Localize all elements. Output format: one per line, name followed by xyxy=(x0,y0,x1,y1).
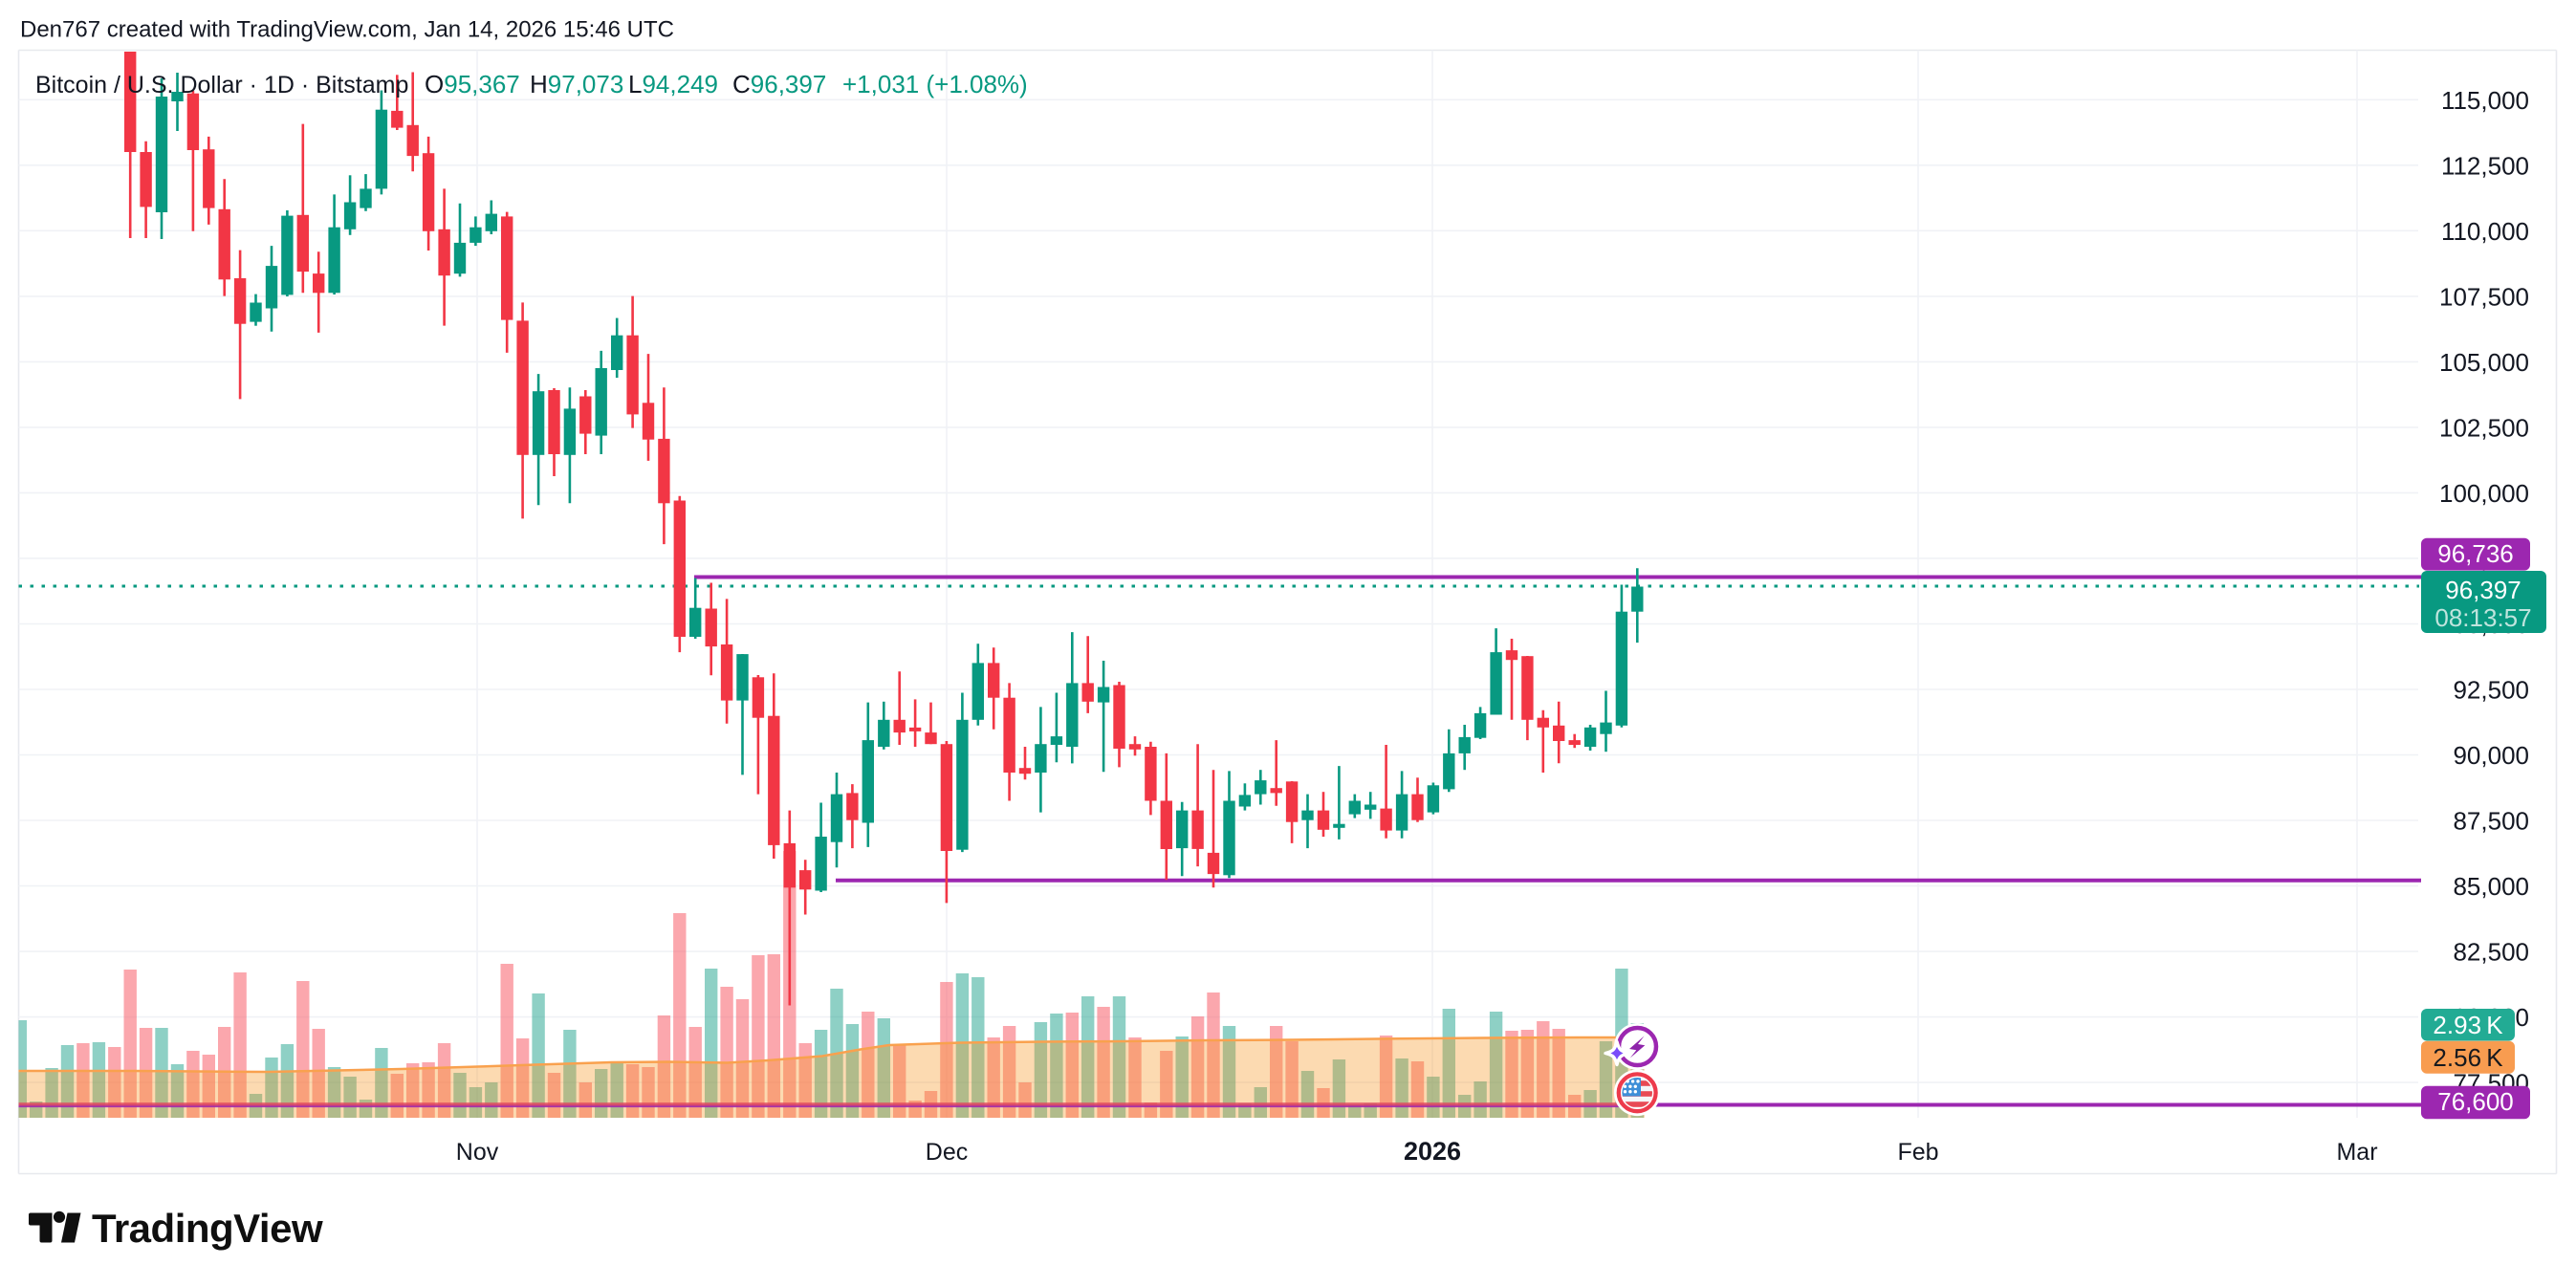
svg-text:87,500: 87,500 xyxy=(2453,807,2529,836)
svg-text:Dec: Dec xyxy=(926,1139,968,1166)
svg-text:O95,367: O95,367 xyxy=(425,70,520,98)
svg-text:2026: 2026 xyxy=(1404,1137,1461,1166)
svg-text:+1,031 (+1.08%): +1,031 (+1.08%) xyxy=(842,70,1028,98)
svg-text:2.56 K: 2.56 K xyxy=(2433,1043,2503,1072)
svg-text:76,600: 76,600 xyxy=(2437,1087,2514,1116)
svg-text:112,500: 112,500 xyxy=(2441,151,2529,180)
svg-text:96,736: 96,736 xyxy=(2437,539,2514,568)
svg-text:105,000: 105,000 xyxy=(2439,348,2529,377)
svg-text:85,000: 85,000 xyxy=(2453,872,2529,901)
svg-text:H97,073: H97,073 xyxy=(530,70,623,98)
svg-text:TradingView: TradingView xyxy=(92,1206,323,1251)
svg-text:2.93 K: 2.93 K xyxy=(2433,1011,2503,1039)
svg-text:L94,249: L94,249 xyxy=(628,70,718,98)
svg-text:Den767 created with TradingVie: Den767 created with TradingView.com, Jan… xyxy=(20,17,674,43)
svg-text:C96,397: C96,397 xyxy=(732,70,826,98)
svg-text:08:13:57: 08:13:57 xyxy=(2434,603,2531,632)
svg-text:92,500: 92,500 xyxy=(2453,676,2529,705)
svg-text:107,500: 107,500 xyxy=(2439,282,2529,311)
svg-text:Mar: Mar xyxy=(2336,1139,2377,1166)
svg-text:Nov: Nov xyxy=(456,1139,499,1166)
svg-text:100,000: 100,000 xyxy=(2439,479,2529,508)
svg-text:Bitcoin / U.S. Dollar · 1D · B: Bitcoin / U.S. Dollar · 1D · Bitstamp xyxy=(35,72,408,98)
svg-text:102,500: 102,500 xyxy=(2439,413,2529,442)
svg-text:96,397: 96,397 xyxy=(2445,576,2521,604)
svg-text:110,000: 110,000 xyxy=(2441,217,2529,246)
svg-text:82,500: 82,500 xyxy=(2453,938,2529,967)
svg-text:90,000: 90,000 xyxy=(2453,741,2529,770)
svg-text:115,000: 115,000 xyxy=(2441,86,2529,115)
svg-text:Feb: Feb xyxy=(1897,1139,1938,1166)
